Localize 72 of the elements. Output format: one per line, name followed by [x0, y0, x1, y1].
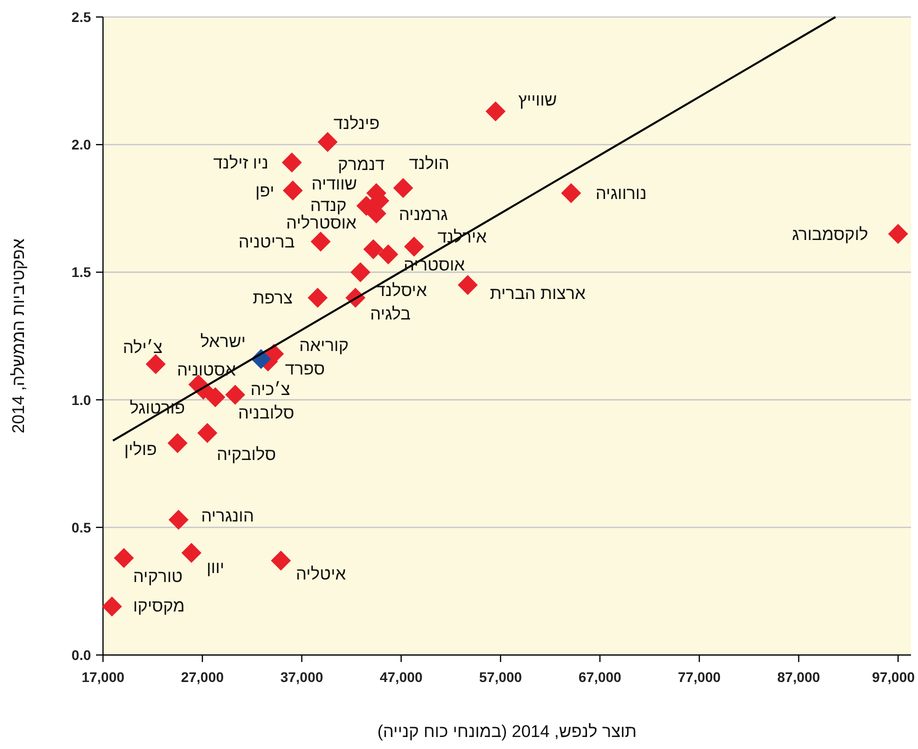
annotation: קוריאה — [299, 336, 349, 355]
point — [282, 180, 303, 201]
x-tick-label: 17,000 — [82, 669, 125, 685]
point — [888, 224, 908, 244]
y-tick-label: 1.0 — [72, 392, 92, 408]
point — [318, 132, 338, 152]
annotation: בריטניה — [238, 232, 295, 252]
point — [146, 354, 166, 374]
x-tick-label: 97,000 — [872, 669, 915, 685]
point — [225, 384, 246, 405]
annotation: איסלנד — [376, 281, 428, 300]
x-axis-title: תוצר לנפש, 2014 (במונחי כוח קנייה) — [377, 722, 637, 741]
annotation: טורקיה — [133, 567, 183, 586]
x-tick-label: 37,000 — [280, 669, 324, 685]
annotation: ישראל — [200, 332, 246, 351]
x-tick-label: 27,000 — [180, 669, 224, 685]
x-tick-label: 47,000 — [380, 669, 423, 685]
point — [270, 550, 291, 571]
annotation: שווייץ — [518, 90, 557, 110]
annotation: צ׳כיה — [250, 380, 290, 400]
point — [486, 101, 506, 122]
annotation: פינלנד — [334, 114, 380, 134]
annotation: פולין — [124, 440, 157, 460]
annotation: גרמניה — [398, 205, 448, 224]
annotation: הונגריה — [201, 506, 254, 526]
point — [378, 244, 398, 264]
point — [181, 542, 202, 563]
point — [197, 422, 218, 443]
point — [350, 262, 370, 282]
annotation: שוודיה — [312, 174, 358, 194]
point — [102, 596, 122, 617]
annotation: מקסיקו — [133, 596, 185, 616]
point — [168, 510, 189, 530]
annotation: ארצות הברית — [490, 284, 586, 303]
x-tick-label: 67,000 — [578, 669, 622, 685]
annotation: נורווגיה — [596, 184, 647, 204]
point — [282, 152, 302, 172]
annotation: ניו זילנד — [213, 153, 268, 172]
annotation: סלובניה — [238, 404, 294, 423]
point — [363, 239, 384, 260]
annotation: יוון — [206, 558, 224, 577]
annotation: הולנד — [409, 154, 450, 173]
point — [205, 387, 226, 408]
y-tick-label: 2.5 — [72, 9, 92, 25]
point — [458, 274, 478, 295]
point — [308, 288, 328, 308]
annotation: אסטוניה — [177, 360, 236, 380]
annotation: איטליה — [296, 564, 346, 584]
x-tick-label: 77,000 — [678, 669, 721, 685]
annotation: ספרד — [285, 360, 325, 379]
annotation: סלובקיה — [216, 444, 276, 464]
annotation: קנדה — [310, 196, 347, 215]
annotation: צ׳ילה — [122, 338, 163, 358]
y-tick-label: 2.0 — [72, 136, 92, 153]
annotation: אוסטרליה — [286, 214, 357, 233]
y-tick-label: 0.0 — [72, 647, 92, 663]
point — [114, 548, 134, 568]
point — [310, 232, 331, 252]
annotation: צרפת — [252, 288, 293, 308]
y-tick-label: 0.5 — [72, 519, 92, 536]
annotation: דנמרק — [338, 155, 385, 174]
annotation: יפן — [255, 182, 274, 201]
point — [168, 433, 188, 454]
point — [561, 183, 582, 204]
point — [393, 178, 414, 198]
x-tick-label: 87,000 — [777, 669, 820, 685]
x-tick-label: 57,000 — [479, 669, 522, 685]
annotation: בלגיה — [370, 304, 411, 324]
y-axis-title: אפקטיביות הממשלה, 2014 — [9, 238, 28, 434]
annotation: לוקסמבורג — [792, 224, 868, 244]
point — [404, 236, 424, 257]
y-tick-label: 1.5 — [72, 264, 92, 280]
